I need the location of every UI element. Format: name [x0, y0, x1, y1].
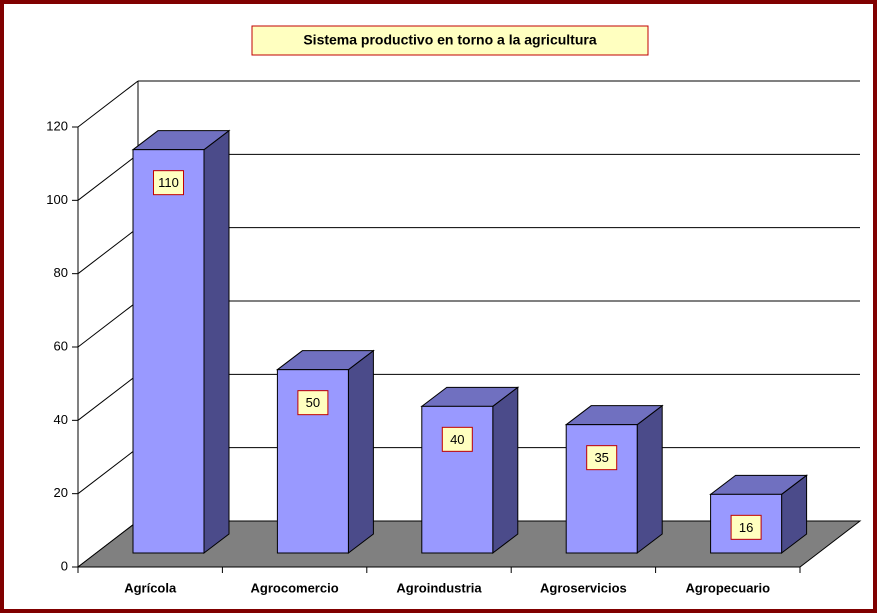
- bar: [565, 424, 638, 554]
- y-tick-label: 100: [46, 192, 68, 207]
- title-box: [251, 25, 649, 56]
- grid-line: [77, 300, 139, 348]
- bar-side: [347, 349, 374, 555]
- grid-line: [77, 80, 139, 128]
- chart-title: Sistema productivo en torno a la agricul…: [303, 32, 596, 48]
- value-label: 40: [450, 432, 464, 447]
- bar: [132, 149, 205, 554]
- y-tick-label: 80: [54, 265, 68, 280]
- value-label-box: [586, 445, 618, 471]
- x-tick-label: Agrocomercio: [251, 580, 339, 595]
- value-label: 35: [594, 450, 608, 465]
- grid-line: [77, 227, 139, 275]
- grid-line: [77, 153, 139, 201]
- x-tick-label: Agroindustria: [396, 580, 482, 595]
- value-label: 16: [739, 520, 753, 535]
- grid-line: [77, 447, 139, 495]
- bar-side: [492, 386, 519, 555]
- x-tick-label: Agropecuario: [686, 580, 771, 595]
- y-tick-label: 0: [61, 558, 68, 573]
- value-label: 50: [306, 395, 320, 410]
- value-label-box: [153, 170, 184, 196]
- value-label: 110: [158, 175, 179, 190]
- y-tick-label: 120: [46, 118, 68, 133]
- value-label-box: [441, 426, 473, 452]
- x-tick-label: Agroservicios: [540, 580, 627, 595]
- bar-side: [203, 129, 230, 555]
- grid-line: [77, 373, 139, 421]
- y-tick-label: 60: [54, 338, 68, 353]
- y-tick-label: 20: [54, 485, 68, 500]
- y-tick-label: 40: [54, 412, 68, 427]
- bar-side: [636, 404, 663, 555]
- value-label-box: [297, 390, 329, 416]
- value-label-box: [730, 514, 762, 540]
- x-tick-label: Agrícola: [124, 580, 177, 595]
